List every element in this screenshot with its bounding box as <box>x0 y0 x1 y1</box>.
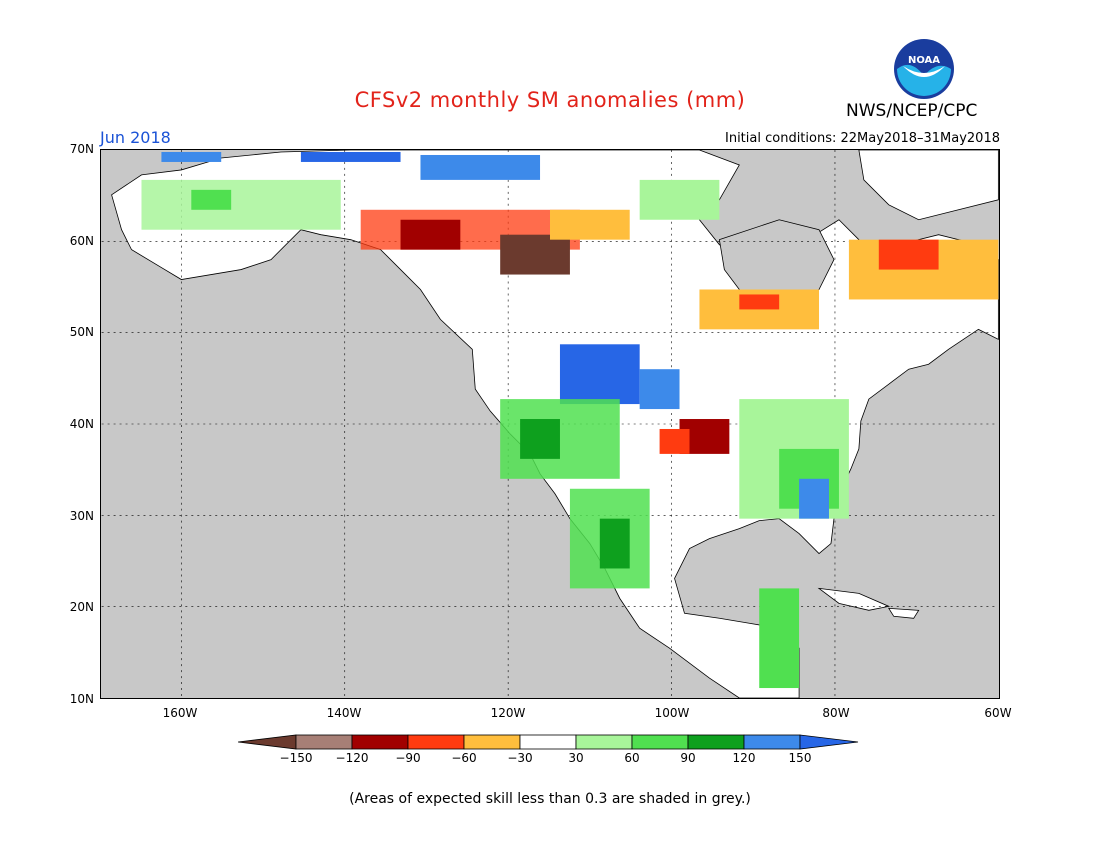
legend-label: −150 <box>279 751 313 765</box>
lon-label-140w: 140W <box>326 706 362 720</box>
legend-label: −60 <box>451 751 477 765</box>
agency-label: NWS/NCEP/CPC <box>846 101 978 121</box>
lat-label-70n: 70N <box>69 142 94 156</box>
legend-swatch <box>463 734 521 750</box>
lat-label-60n: 60N <box>69 234 94 248</box>
soil-moisture-map <box>100 149 1000 699</box>
anomaly-patches <box>141 151 999 689</box>
lon-label-160w: 160W <box>162 706 198 720</box>
legend-label: −90 <box>395 751 421 765</box>
chart-title: CFSv2 monthly SM anomalies (mm) <box>354 88 746 112</box>
legend-swatch <box>519 734 577 750</box>
lon-label-60w: 60W <box>984 706 1012 720</box>
legend-swatch <box>407 734 465 750</box>
lon-label-100w: 100W <box>654 706 690 720</box>
skill-note: (Areas of expected skill less than 0.3 a… <box>349 791 751 807</box>
legend-swatch-max <box>799 734 859 750</box>
legend-label: −120 <box>335 751 369 765</box>
forecast-month: Jun 2018 <box>100 128 171 147</box>
legend-label: 60 <box>624 751 640 765</box>
lon-label-80w: 80W <box>822 706 850 720</box>
lat-label-20n: 20N <box>69 600 94 614</box>
legend-label: 120 <box>732 751 756 765</box>
legend-swatch <box>351 734 409 750</box>
legend-swatch <box>631 734 689 750</box>
lat-label-30n: 30N <box>69 509 94 523</box>
caribbean-islands <box>817 587 920 619</box>
legend-label: 90 <box>680 751 696 765</box>
lat-label-10n: 10N <box>69 692 94 706</box>
lat-label-40n: 40N <box>69 417 94 431</box>
legend-label: 30 <box>568 751 584 765</box>
legend-swatch <box>687 734 745 750</box>
logo-text: NOAA <box>908 55 940 66</box>
legend-colorbar <box>238 734 859 750</box>
legend-swatch-min <box>238 734 297 750</box>
legend-swatch <box>575 734 633 750</box>
legend-label: −30 <box>507 751 533 765</box>
lon-label-120w: 120W <box>490 706 526 720</box>
greenland-landmass <box>858 150 999 221</box>
noaa-logo: NOAA <box>894 39 954 99</box>
lat-label-50n: 50N <box>69 325 94 339</box>
initial-conditions: Initial conditions: 22May2018–31May2018 <box>725 131 1000 146</box>
legend-label: 150 <box>788 751 812 765</box>
legend-swatch <box>295 734 353 750</box>
legend-swatch <box>743 734 801 750</box>
